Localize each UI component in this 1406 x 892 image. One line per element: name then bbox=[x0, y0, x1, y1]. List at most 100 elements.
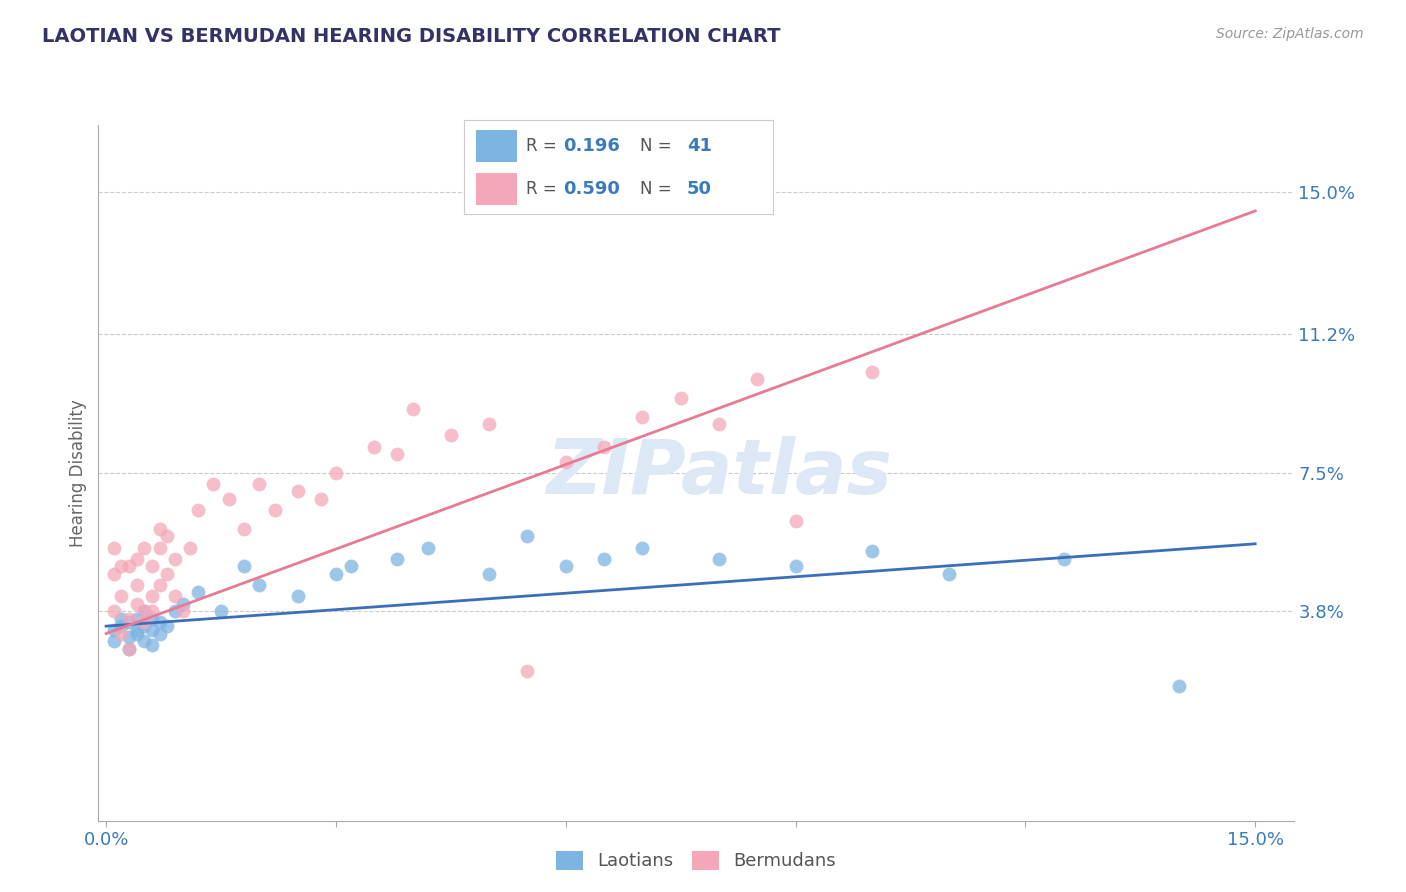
Point bbox=[478, 417, 501, 431]
Point bbox=[593, 440, 616, 454]
Point bbox=[554, 559, 576, 574]
Point bbox=[631, 409, 654, 424]
Point bbox=[516, 529, 538, 543]
Point bbox=[1053, 551, 1076, 566]
Text: 0.196: 0.196 bbox=[562, 136, 620, 154]
Point bbox=[149, 578, 172, 592]
Point bbox=[172, 604, 194, 618]
Text: Source: ZipAtlas.com: Source: ZipAtlas.com bbox=[1216, 27, 1364, 41]
Point bbox=[187, 503, 209, 517]
Point bbox=[134, 634, 156, 648]
Text: N =: N = bbox=[640, 180, 678, 198]
Point bbox=[209, 604, 232, 618]
Point bbox=[363, 440, 385, 454]
Point bbox=[110, 589, 132, 603]
Point bbox=[669, 391, 692, 405]
Point bbox=[125, 551, 148, 566]
Text: LAOTIAN VS BERMUDAN HEARING DISABILITY CORRELATION CHART: LAOTIAN VS BERMUDAN HEARING DISABILITY C… bbox=[42, 27, 780, 45]
Bar bbox=[477, 129, 516, 161]
Point bbox=[287, 484, 309, 499]
Point bbox=[141, 612, 163, 626]
Point bbox=[110, 619, 132, 633]
Point bbox=[163, 589, 186, 603]
Point bbox=[247, 477, 270, 491]
Point bbox=[156, 566, 179, 581]
Point bbox=[631, 541, 654, 555]
Point bbox=[118, 631, 141, 645]
Text: R =: R = bbox=[526, 180, 562, 198]
Point bbox=[416, 541, 439, 555]
Point bbox=[478, 566, 501, 581]
Text: ZIPatlas: ZIPatlas bbox=[547, 436, 893, 509]
Point bbox=[134, 619, 156, 633]
Point bbox=[233, 522, 256, 536]
Point bbox=[247, 578, 270, 592]
Point bbox=[593, 551, 616, 566]
Point bbox=[103, 634, 125, 648]
Point bbox=[118, 641, 141, 656]
Point bbox=[103, 541, 125, 555]
Point bbox=[125, 626, 148, 640]
Point bbox=[325, 466, 347, 480]
Point bbox=[141, 638, 163, 652]
Text: R =: R = bbox=[526, 136, 562, 154]
Point bbox=[103, 623, 125, 637]
Point bbox=[707, 551, 730, 566]
Point bbox=[134, 615, 156, 630]
Point bbox=[218, 491, 240, 506]
Point bbox=[785, 515, 807, 529]
Text: 0.590: 0.590 bbox=[562, 180, 620, 198]
Point bbox=[156, 529, 179, 543]
Point bbox=[187, 585, 209, 599]
Point bbox=[385, 551, 409, 566]
Point bbox=[938, 566, 960, 581]
Point bbox=[125, 597, 148, 611]
Point bbox=[118, 641, 141, 656]
Point bbox=[141, 589, 163, 603]
Point bbox=[110, 626, 132, 640]
Point bbox=[385, 447, 409, 461]
Point bbox=[134, 541, 156, 555]
Point bbox=[233, 559, 256, 574]
Point bbox=[134, 604, 156, 618]
Point bbox=[149, 626, 172, 640]
Point bbox=[134, 604, 156, 618]
Point bbox=[125, 578, 148, 592]
Point bbox=[554, 454, 576, 468]
Point bbox=[110, 559, 132, 574]
Point bbox=[516, 664, 538, 678]
Point bbox=[179, 541, 201, 555]
Point bbox=[340, 559, 363, 574]
Point bbox=[860, 544, 883, 558]
Text: N =: N = bbox=[640, 136, 678, 154]
Point bbox=[149, 522, 172, 536]
Point bbox=[401, 402, 423, 417]
Point bbox=[125, 612, 148, 626]
Bar bbox=[477, 173, 516, 205]
Point bbox=[149, 615, 172, 630]
Point bbox=[309, 491, 332, 506]
Point bbox=[860, 365, 883, 379]
Point bbox=[141, 623, 163, 637]
Point bbox=[118, 559, 141, 574]
Point bbox=[172, 597, 194, 611]
Point bbox=[118, 615, 141, 630]
Point bbox=[440, 428, 463, 442]
Point bbox=[110, 612, 132, 626]
Point bbox=[156, 619, 179, 633]
Point bbox=[747, 372, 769, 386]
Point bbox=[118, 612, 141, 626]
Point bbox=[163, 604, 186, 618]
Text: 41: 41 bbox=[686, 136, 711, 154]
Point bbox=[785, 559, 807, 574]
Point bbox=[287, 589, 309, 603]
Point bbox=[103, 566, 125, 581]
Point bbox=[141, 559, 163, 574]
Y-axis label: Hearing Disability: Hearing Disability bbox=[69, 399, 87, 547]
Point bbox=[149, 541, 172, 555]
Point bbox=[141, 604, 163, 618]
Point bbox=[125, 623, 148, 637]
Point bbox=[325, 566, 347, 581]
Legend: Laotians, Bermudans: Laotians, Bermudans bbox=[548, 844, 844, 878]
Point bbox=[1167, 679, 1189, 693]
